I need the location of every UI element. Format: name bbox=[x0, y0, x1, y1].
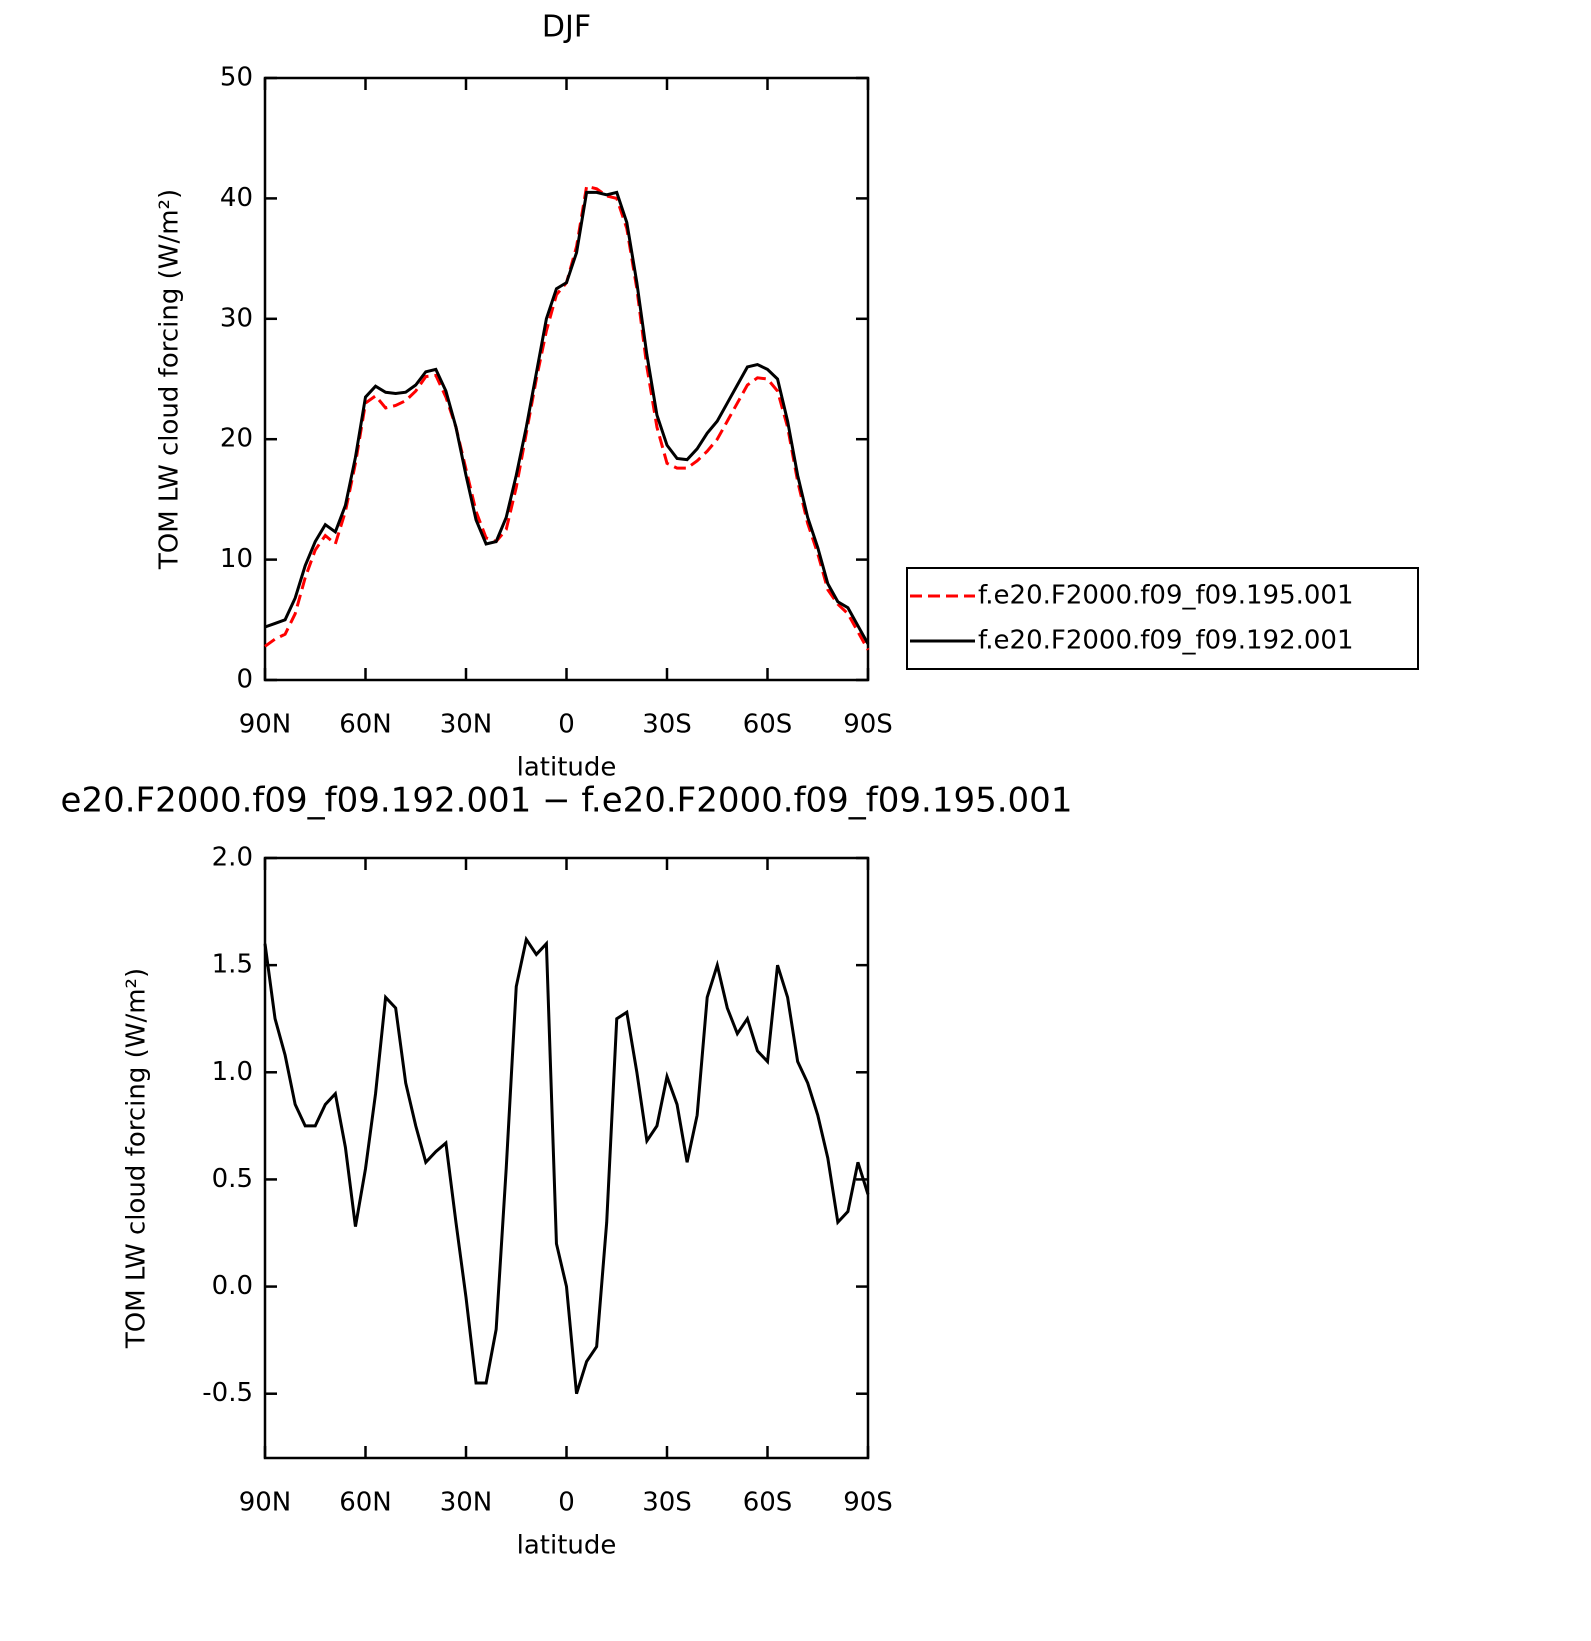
y-tick-label: 0.5 bbox=[212, 1164, 253, 1194]
y-tick-label: 20 bbox=[220, 424, 253, 454]
y-tick-label: 50 bbox=[220, 63, 253, 93]
data-line bbox=[263, 935, 870, 1395]
x-tick-label: 90S bbox=[843, 1488, 893, 1518]
legend-label: f.e20.F2000.f09_f09.195.001 bbox=[978, 581, 1354, 611]
x-tick-label: 60N bbox=[339, 710, 392, 740]
y-axis-label: TOM LW cloud forcing (W/m²) bbox=[155, 189, 185, 570]
x-tick-label: 0 bbox=[558, 1488, 575, 1518]
y-tick-label: 2.0 bbox=[212, 843, 253, 873]
chart-title: e20.F2000.f09_f09.192.001 − f.e20.F2000.… bbox=[61, 781, 1073, 821]
x-tick-label: 60S bbox=[743, 1488, 793, 1518]
y-tick-label: 0.0 bbox=[212, 1271, 253, 1301]
chart-title: DJF bbox=[542, 10, 591, 45]
x-tick-label: 30N bbox=[440, 710, 493, 740]
y-tick-label: 30 bbox=[220, 303, 253, 333]
data-line bbox=[264, 190, 870, 645]
x-axis-label: latitude bbox=[517, 753, 617, 783]
x-tick-label: 90S bbox=[843, 710, 893, 740]
x-tick-label: 90N bbox=[239, 1488, 292, 1518]
y-tick-label: 1.0 bbox=[212, 1057, 253, 1087]
x-tick-label: 60N bbox=[339, 1488, 392, 1518]
x-tick-label: 90N bbox=[239, 710, 292, 740]
x-axis-label: latitude bbox=[517, 1531, 617, 1561]
x-tick-label: 30S bbox=[642, 710, 692, 740]
legend-label: f.e20.F2000.f09_f09.192.001 bbox=[978, 626, 1354, 656]
y-tick-label: 10 bbox=[220, 544, 253, 574]
y-tick-label: 0 bbox=[236, 665, 253, 695]
x-tick-label: 30N bbox=[440, 1488, 493, 1518]
data-line bbox=[264, 184, 870, 651]
y-tick-label: 1.5 bbox=[212, 950, 253, 980]
y-tick-label: -0.5 bbox=[202, 1378, 253, 1408]
y-axis-label: TOM LW cloud forcing (W/m²) bbox=[122, 968, 152, 1349]
x-tick-label: 60S bbox=[743, 710, 793, 740]
y-tick-label: 40 bbox=[220, 183, 253, 213]
legend-box bbox=[906, 567, 1419, 670]
x-tick-label: 0 bbox=[558, 710, 575, 740]
x-tick-label: 30S bbox=[642, 1488, 692, 1518]
plot-frame bbox=[263, 856, 870, 1460]
